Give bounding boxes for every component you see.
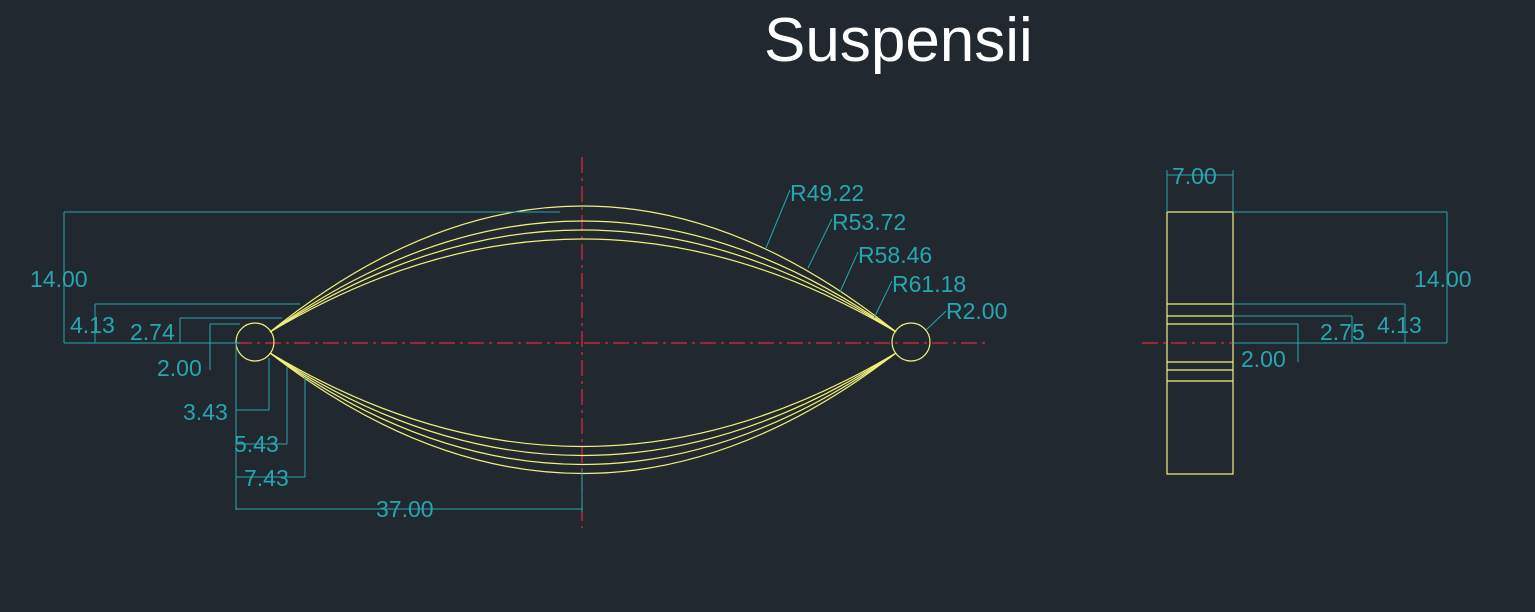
front-bottom-offset-label-3: 7.43 xyxy=(244,465,289,491)
left-pin-circle xyxy=(235,322,275,362)
front-height-label: 14.00 xyxy=(30,266,88,292)
front-offset-label-2: 2.74 xyxy=(130,319,175,345)
radius-label-1: R49.22 xyxy=(790,180,864,206)
side-offset-label-1: 4.13 xyxy=(1377,312,1422,338)
front-offset-label-1: 4.13 xyxy=(70,312,115,338)
side-offset-label-2: 2.75 xyxy=(1320,319,1365,345)
side-width-label: 7.00 xyxy=(1172,163,1217,189)
side-view-dimension-labels: 7.00 14.00 4.13 2.75 2.00 xyxy=(1172,163,1472,372)
side-offset-label-3: 2.00 xyxy=(1241,346,1286,372)
upper-arc-r53 xyxy=(269,229,897,333)
front-bottom-offset-label-1: 3.43 xyxy=(183,399,228,425)
lower-arc-1 xyxy=(269,352,897,447)
front-view-dimension-labels: 14.00 4.13 2.74 2.00 3.43 5.43 7.43 37.0… xyxy=(30,180,1007,522)
right-pin-circle xyxy=(891,322,931,362)
front-view-dimension-lines xyxy=(63,189,947,512)
lower-arc-2 xyxy=(269,352,897,456)
front-half-length-label: 37.00 xyxy=(376,496,434,522)
lower-arc-3 xyxy=(269,352,897,465)
front-pin-offset-label: 2.00 xyxy=(157,355,202,381)
side-view-dimension-lines xyxy=(1166,170,1448,362)
radius-label-2: R53.72 xyxy=(832,209,906,235)
radius-label-3: R58.46 xyxy=(858,242,932,268)
drawing-title: Suspensii xyxy=(764,6,1033,75)
front-bottom-offset-label-2: 5.43 xyxy=(234,431,279,457)
upper-arc-r58 xyxy=(269,220,897,333)
radius-label-4: R61.18 xyxy=(892,271,966,297)
upper-arc-r49 xyxy=(269,238,897,333)
upper-arc-r61 xyxy=(269,205,897,333)
front-view-geometry xyxy=(235,205,931,475)
side-height-label: 14.00 xyxy=(1414,266,1472,292)
centerlines xyxy=(236,157,1232,528)
radius-label-5: R2.00 xyxy=(946,298,1007,324)
